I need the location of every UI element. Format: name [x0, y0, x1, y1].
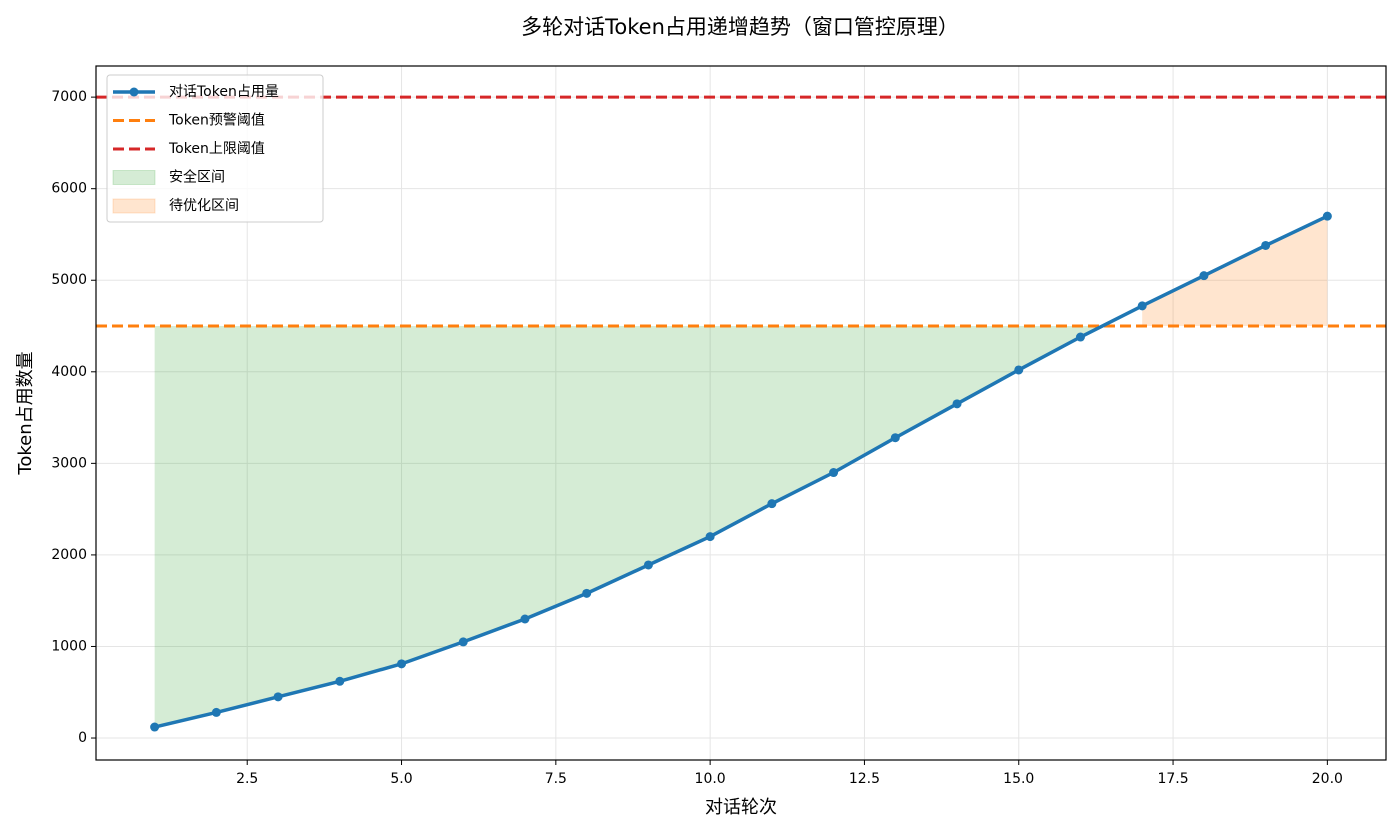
- x-tick-label: 12.5: [849, 771, 880, 787]
- plot-frame: [95, 65, 1387, 761]
- data-point: [458, 637, 468, 647]
- data-point: [520, 614, 530, 624]
- legend-box: [106, 74, 324, 223]
- legend-label: 待优化区间: [169, 198, 239, 214]
- data-point: [1261, 240, 1271, 250]
- y-tick-label: 4000: [51, 364, 87, 380]
- y-tick-label: 0: [78, 730, 87, 746]
- data-point: [335, 676, 345, 686]
- data-point: [1075, 332, 1085, 342]
- data-point: [1322, 211, 1332, 221]
- legend-swatch: [112, 170, 156, 185]
- legend-label: 安全区间: [169, 169, 225, 186]
- x-tick-label: 20.0: [1312, 771, 1343, 787]
- data-point: [890, 433, 900, 443]
- data-point: [211, 707, 221, 717]
- y-tick-label: 2000: [51, 547, 87, 563]
- data-point: [1137, 301, 1147, 311]
- y-tick-label: 7000: [51, 89, 87, 105]
- x-tick-label: 10.0: [695, 771, 726, 787]
- data-point: [767, 499, 777, 509]
- data-point: [582, 588, 592, 598]
- data-point: [273, 692, 283, 702]
- legend-label: Token上限阈值: [168, 141, 265, 157]
- x-axis-label: 对话轮次: [705, 797, 777, 818]
- data-point: [397, 659, 407, 669]
- legend-swatch: [112, 198, 156, 214]
- safe-area: [154, 326, 1103, 728]
- data-point: [705, 532, 715, 542]
- data-point: [150, 722, 160, 732]
- data-point: [643, 560, 653, 570]
- legend-label: 对话Token占用量: [169, 84, 279, 100]
- y-axis-label: Token占用数量: [15, 351, 36, 475]
- y-tick-label: 5000: [51, 272, 87, 288]
- x-tick-label: 2.5: [236, 771, 258, 787]
- y-tick-label: 6000: [51, 181, 87, 197]
- optimize-area: [1142, 216, 1328, 327]
- x-tick-label: 5.0: [390, 771, 412, 787]
- series-line: [154, 214, 1329, 729]
- chart-title: 多轮对话Token占用递增趋势（窗口管控原理）: [521, 15, 959, 39]
- data-point: [1199, 271, 1209, 281]
- data-point: [829, 468, 839, 478]
- data-point: [1014, 365, 1024, 375]
- x-tick-label: 15.0: [1003, 771, 1034, 787]
- legend-swatch: [129, 87, 139, 97]
- x-tick-label: 7.5: [545, 771, 567, 787]
- y-tick-label: 1000: [51, 638, 87, 654]
- data-point: [952, 399, 962, 409]
- x-tick-label: 17.5: [1157, 771, 1188, 787]
- legend-label: Token预警阈值: [168, 113, 265, 129]
- y-tick-label: 3000: [51, 455, 87, 471]
